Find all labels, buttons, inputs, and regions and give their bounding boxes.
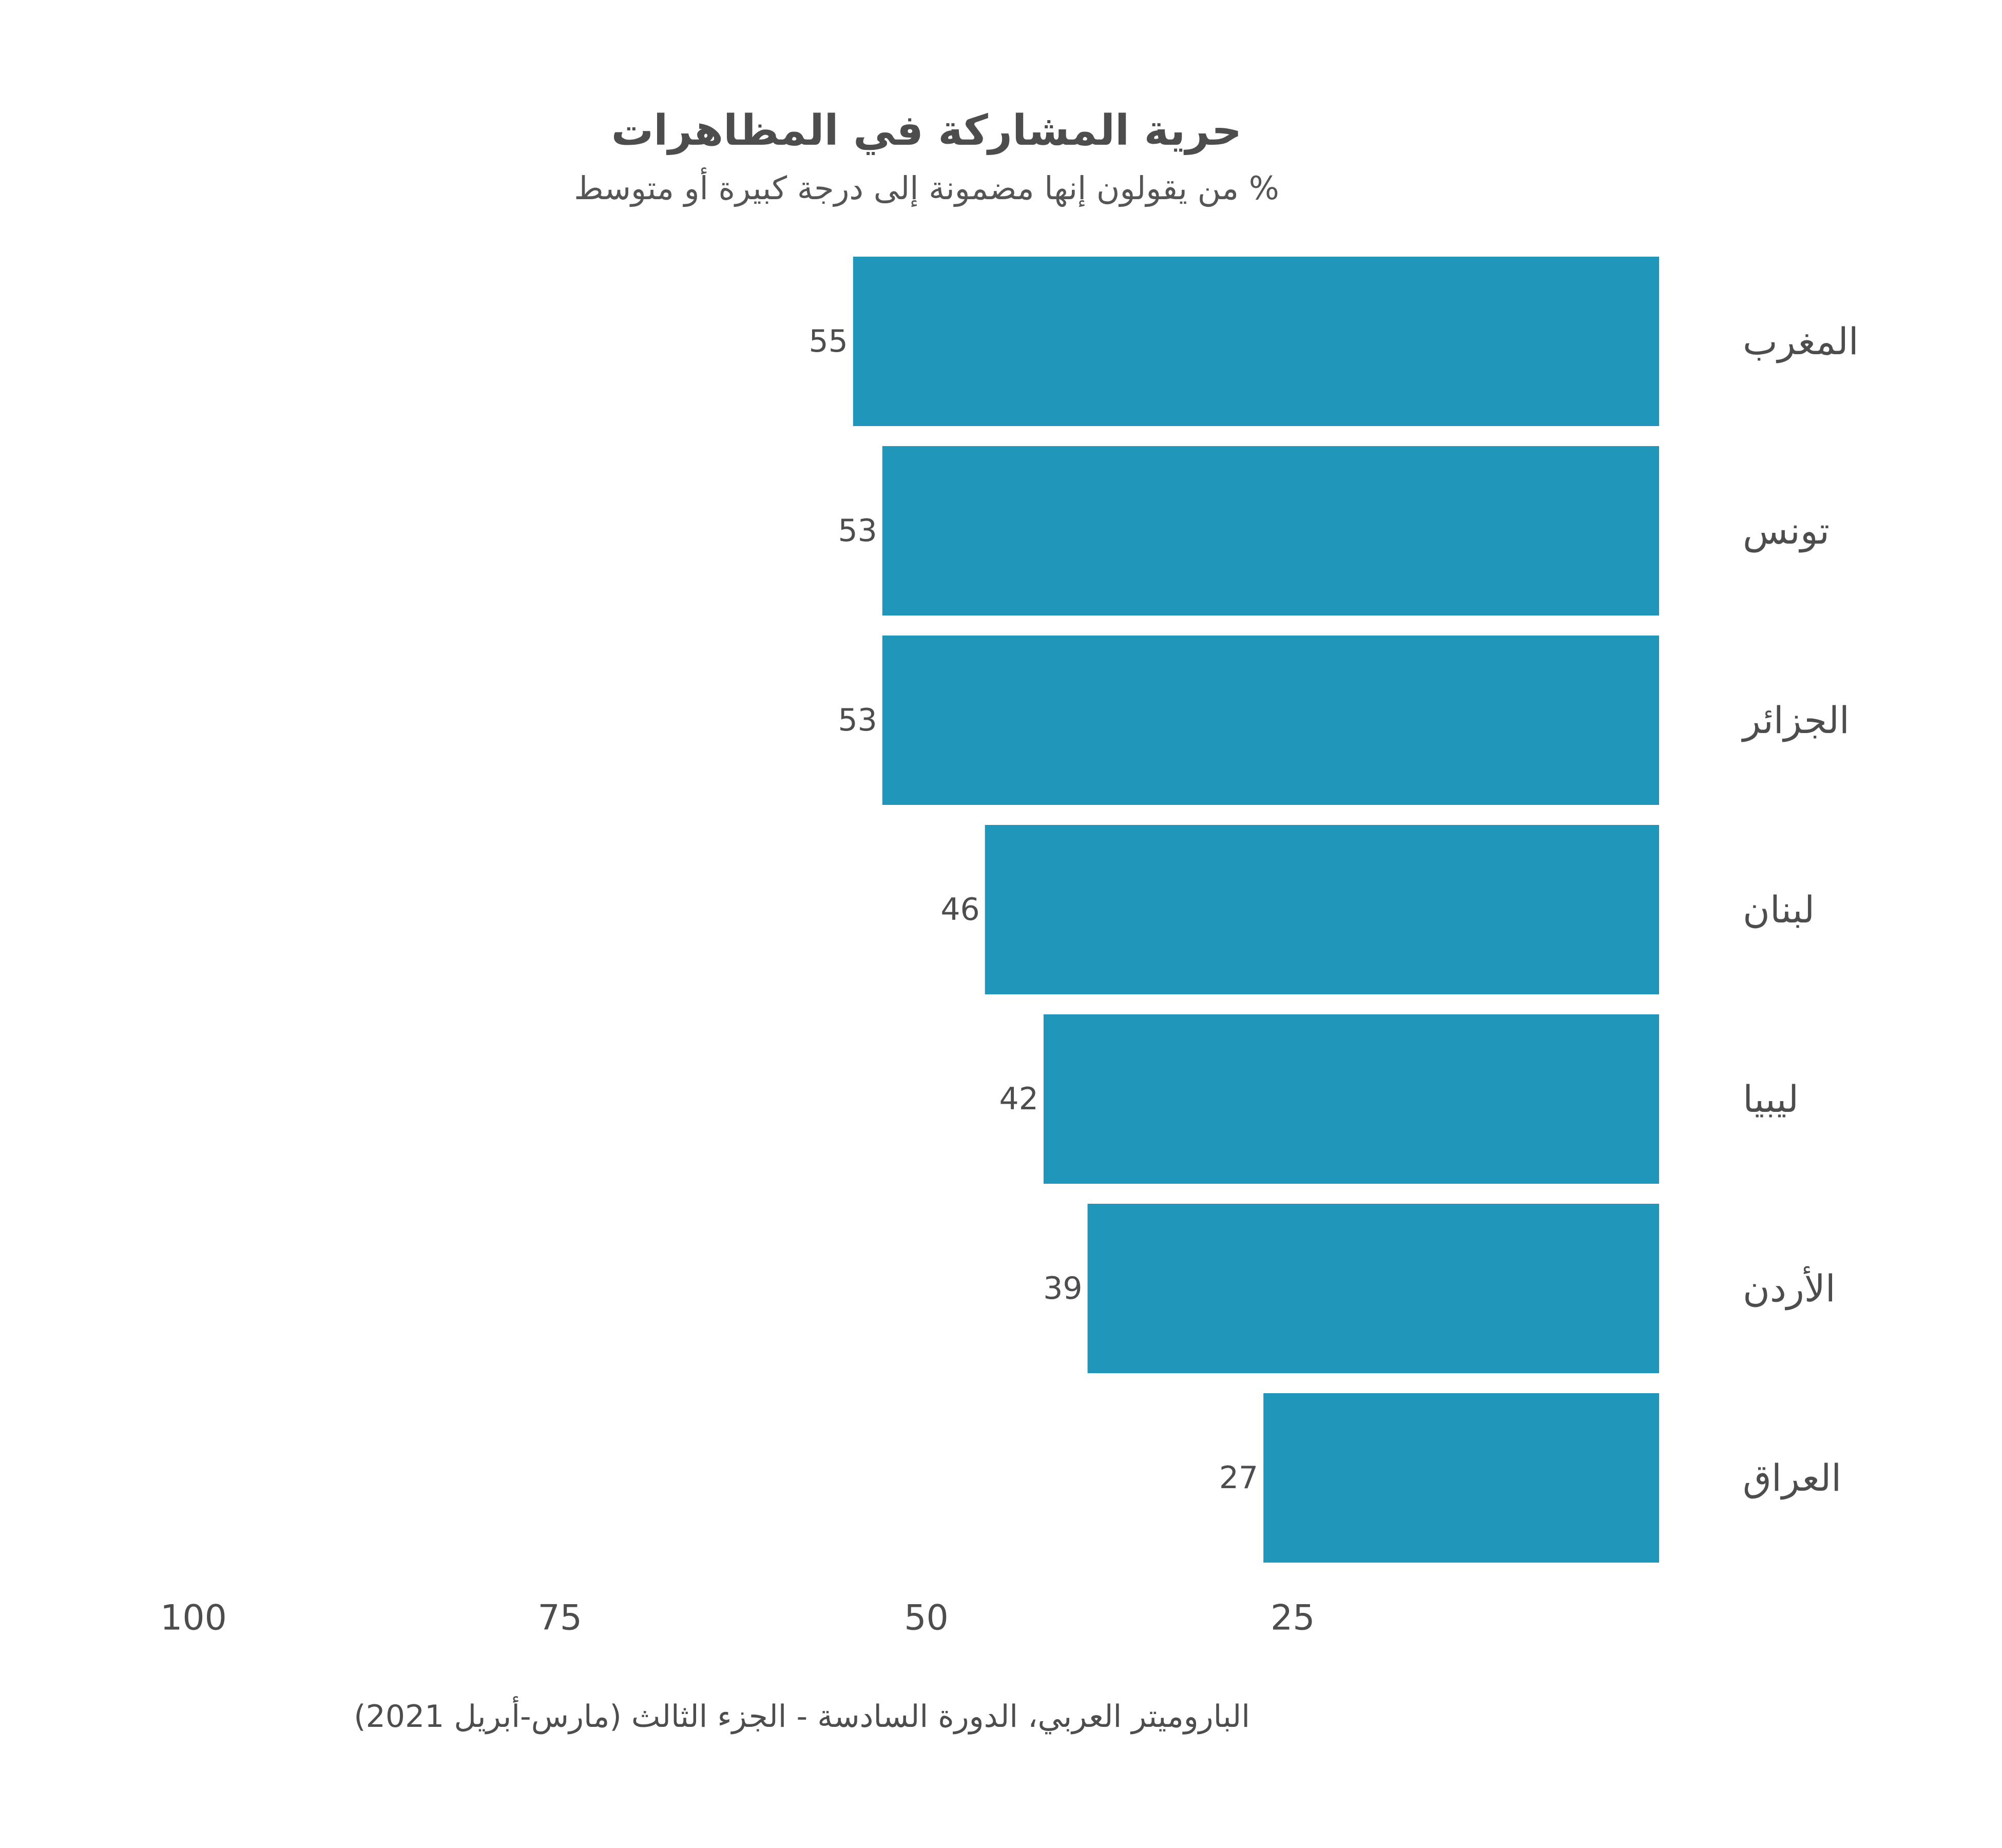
category-labels-group: المغرب تونس الجزائر لبنان ليبيا الأردن العراق [1741, 320, 1859, 1500]
bar-value-label: 46 [940, 892, 979, 928]
bar [1043, 1014, 1659, 1184]
x-axis-ticks: 100 75 50 25 [160, 1598, 1315, 1639]
x-tick-label: 100 [160, 1598, 227, 1639]
x-tick-label: 75 [538, 1598, 583, 1639]
bar [1263, 1393, 1660, 1563]
category-label: الأردن [1743, 1266, 1836, 1311]
bar-value-label: 55 [808, 323, 848, 359]
category-label: العراق [1743, 1456, 1841, 1500]
bar [1087, 1204, 1660, 1373]
category-label: ليبيا [1743, 1077, 1799, 1121]
x-tick-label: 50 [904, 1598, 949, 1639]
chart-subtitle: % من يقولون إنها مضمونة إلى درجة كبيرة أ… [574, 167, 1279, 207]
bar [882, 636, 1659, 805]
value-labels-group: 55 53 53 46 42 39 27 [808, 323, 1258, 1496]
source-note: الباروميتر العربي، الدورة السادسة - الجز… [354, 1696, 1250, 1735]
category-label: الجزائر [1741, 699, 1850, 742]
category-label: لبنان [1743, 888, 1815, 931]
bar-value-label: 53 [838, 513, 877, 549]
bar-value-label: 42 [999, 1081, 1038, 1117]
bar [882, 446, 1659, 615]
bar-value-label: 39 [1043, 1270, 1082, 1306]
category-label: تونس [1743, 509, 1830, 553]
category-label: المغرب [1743, 320, 1859, 363]
bars-group [853, 257, 1660, 1563]
chart-title: حرية المشاركة في المظاهرات [611, 106, 1242, 155]
bar-value-label: 53 [838, 702, 877, 738]
bar-value-label: 27 [1219, 1460, 1258, 1496]
bar [853, 257, 1660, 426]
bar [985, 825, 1659, 994]
x-tick-label: 25 [1270, 1598, 1315, 1639]
